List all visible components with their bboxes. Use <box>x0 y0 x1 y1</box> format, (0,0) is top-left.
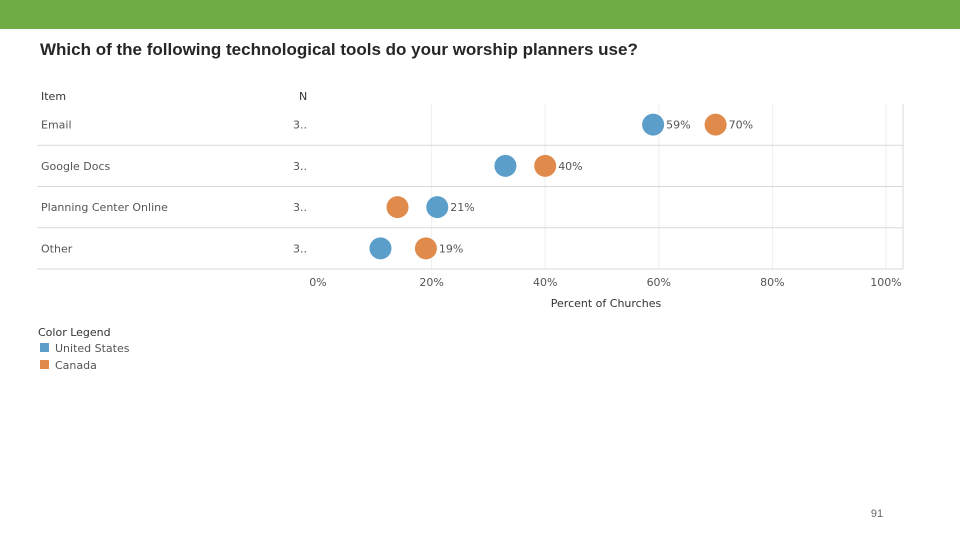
x-tick-label: 20% <box>419 276 443 289</box>
row-label: Other <box>41 242 73 255</box>
dot-canada <box>386 196 409 219</box>
dot-united-states <box>369 237 392 260</box>
dot-canada <box>414 237 437 260</box>
legend-label: Canada <box>55 359 97 372</box>
x-tick-label: 60% <box>647 276 671 289</box>
legend-layer: Color Legend United States Canada <box>38 326 130 372</box>
header-bar <box>0 0 960 29</box>
item-column-header: Item <box>41 90 66 103</box>
row-n-value: 3.. <box>293 119 307 132</box>
data-label: 59% <box>666 119 690 132</box>
data-label: 40% <box>558 160 582 173</box>
n-column-header: N <box>299 90 307 103</box>
row-n-value: 3.. <box>293 242 307 255</box>
page-title: Which of the following technological too… <box>40 40 638 59</box>
x-tick-label: 80% <box>760 276 784 289</box>
rows-layer: Item N Email 3.. Google Docs 3.. Planning Cent… <box>37 90 903 270</box>
dots-layer: 59% 70% 40% 21% 19% <box>369 113 753 260</box>
data-label: 19% <box>439 242 463 255</box>
legend-label: United States <box>55 342 130 355</box>
page-number: 91 <box>870 508 884 520</box>
x-tick-label: 40% <box>533 276 557 289</box>
dot-canada <box>534 154 557 177</box>
legend-swatch <box>40 360 49 369</box>
x-tick-label: 100% <box>870 276 901 289</box>
row-label: Google Docs <box>41 160 111 173</box>
row-label: Email <box>41 119 72 132</box>
row-n-value: 3.. <box>293 160 307 173</box>
row-n-value: 3.. <box>293 201 307 214</box>
dot-canada <box>704 113 727 136</box>
dot-united-states <box>642 113 665 136</box>
data-label: 70% <box>729 119 753 132</box>
dot-united-states <box>494 154 517 177</box>
axis-layer: 0% 20% 40% 60% 80% 100% Percent of Churches <box>309 276 901 310</box>
x-axis-label: Percent of Churches <box>551 297 662 310</box>
legend-title: Color Legend <box>38 326 111 339</box>
row-label: Planning Center Online <box>41 201 168 214</box>
dot-plot-chart: Item N Email 3.. Google Docs 3.. Planning Cent… <box>37 90 904 372</box>
legend-swatch <box>40 343 49 352</box>
data-label: 21% <box>450 201 474 214</box>
dot-united-states <box>426 196 449 219</box>
x-tick-label: 0% <box>309 276 326 289</box>
